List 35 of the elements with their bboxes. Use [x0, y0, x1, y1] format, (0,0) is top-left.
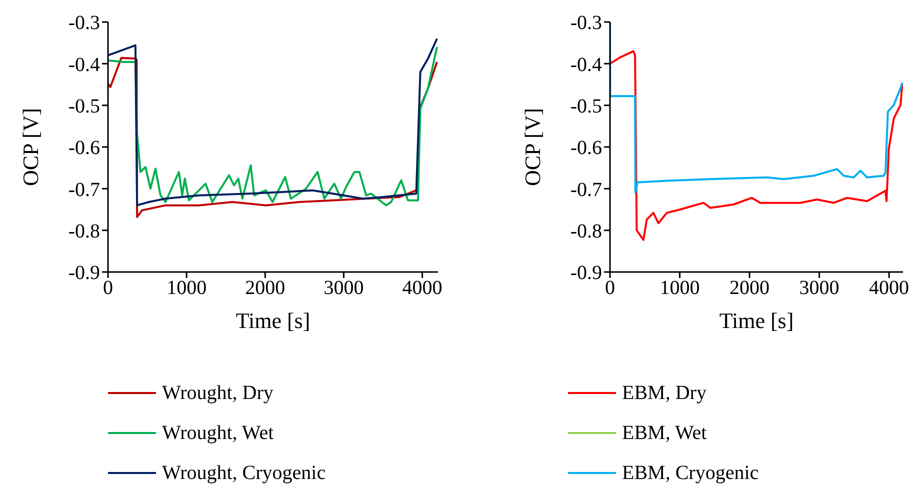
legend-label: EBM, Wet	[622, 422, 707, 444]
y-tick-label: -0.6	[68, 137, 100, 160]
y-tick-label: -0.3	[68, 12, 100, 34]
legend-label: Wrought, Dry	[162, 382, 274, 404]
x-tick-label: 4000	[869, 277, 910, 300]
line-series	[610, 50, 903, 241]
y-tick-label: -0.4	[570, 54, 602, 76]
x-tick-label: 0	[103, 277, 113, 300]
y-tick-label: -0.8	[68, 220, 100, 242]
x-tick-label: 1000	[660, 277, 700, 300]
x-tick-label: 3000	[799, 277, 840, 300]
legend-label: EBM, Dry	[622, 382, 706, 404]
legend-label: EBM, Cryogenic	[622, 462, 759, 484]
y-tick-label: -0.6	[570, 137, 602, 160]
y-axis-title: OCP [V]	[520, 108, 545, 186]
y-axis-title: OCP [V]	[18, 108, 43, 186]
y-tick-label: -0.5	[570, 95, 602, 118]
y-tick-label: -0.9	[570, 262, 602, 284]
y-tick-label: -0.7	[570, 178, 602, 201]
y-tick-label: -0.7	[68, 178, 100, 201]
x-tick-label: 1000	[166, 277, 207, 300]
y-tick-label: -0.4	[68, 54, 100, 76]
y-tick-label: -0.9	[68, 262, 100, 284]
x-tick-label: 3000	[324, 277, 364, 300]
x-tick-label: 2000	[245, 277, 286, 300]
y-tick-label: -0.5	[68, 95, 100, 118]
y-tick-label: -0.8	[570, 220, 602, 242]
x-axis-title: Time [s]	[236, 308, 310, 333]
x-tick-label: 4000	[402, 277, 442, 300]
x-tick-label: 2000	[730, 277, 770, 300]
y-tick-label: -0.3	[570, 12, 602, 34]
legend-label: Wrought, Cryogenic	[162, 462, 326, 484]
legend-label: Wrought, Wet	[162, 422, 274, 444]
x-tick-label: 0	[605, 277, 615, 300]
x-axis-title: Time [s]	[719, 308, 794, 333]
